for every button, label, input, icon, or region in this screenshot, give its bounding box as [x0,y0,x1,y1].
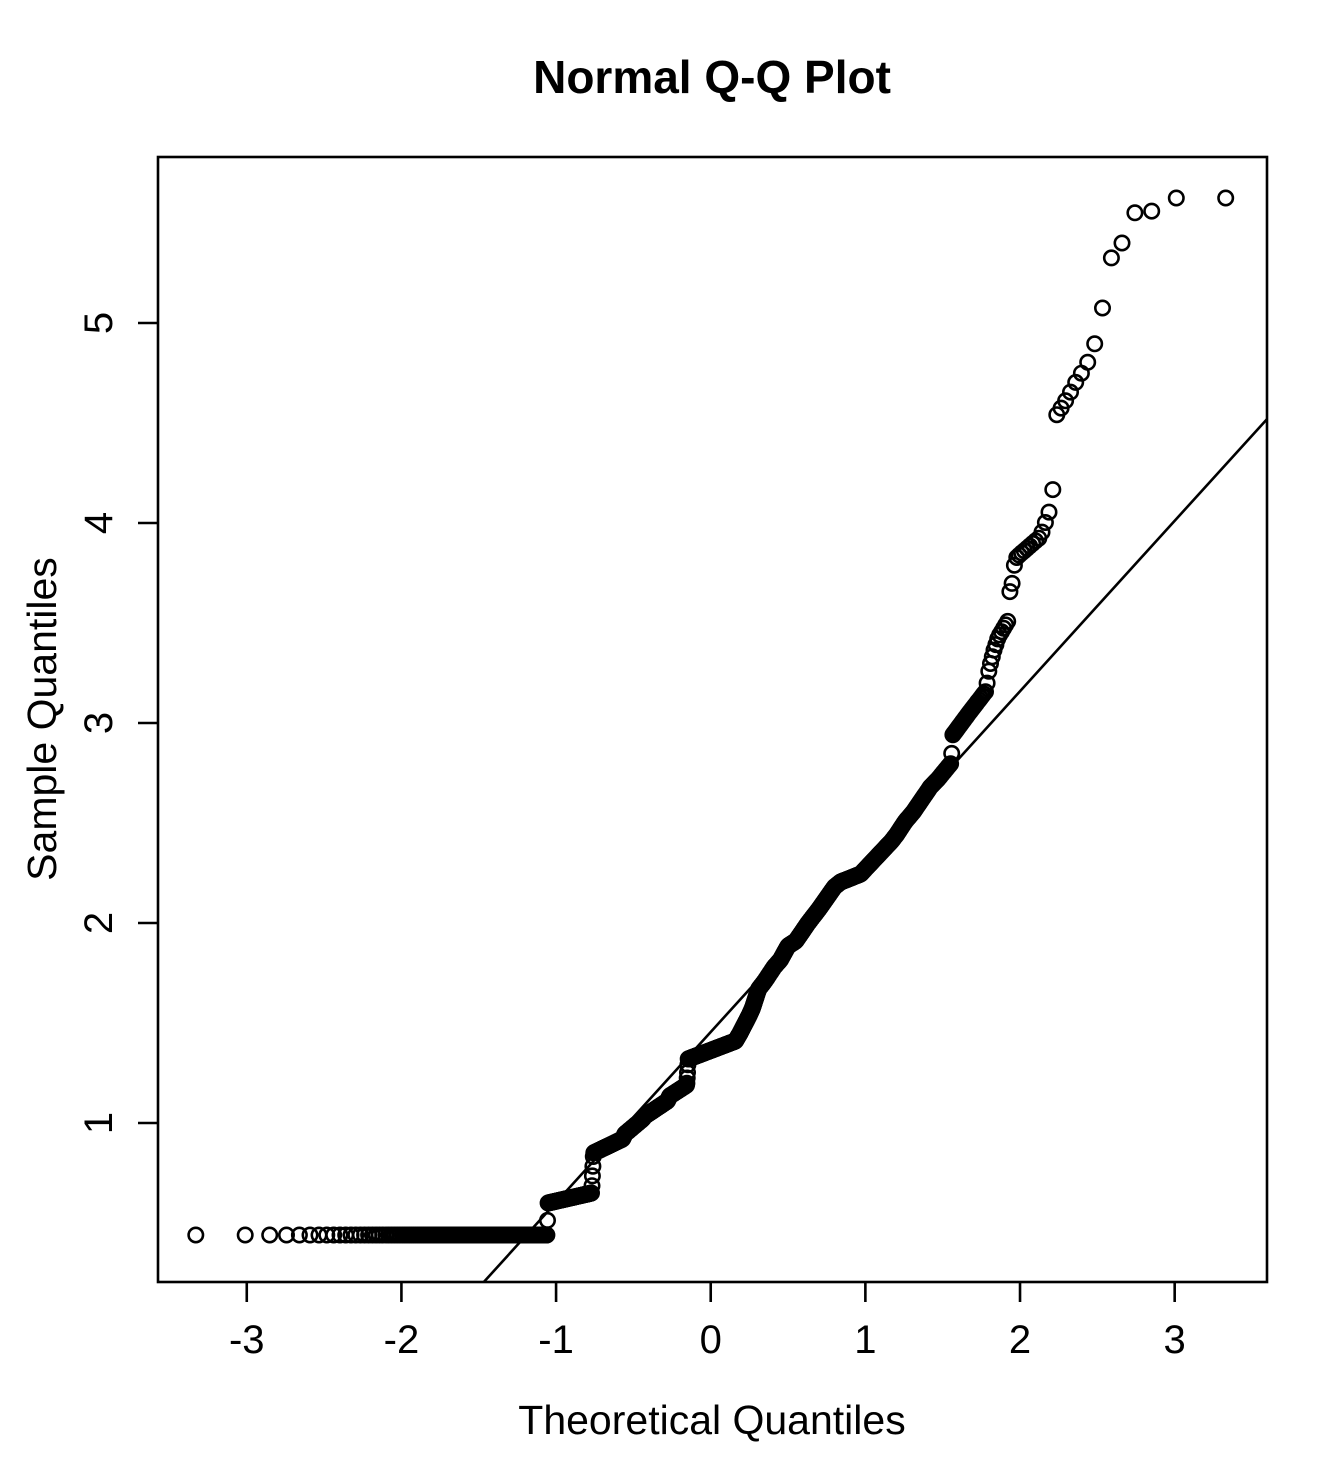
qq-point [261,1226,279,1244]
qq-point [277,1226,295,1244]
qq-point [1086,335,1104,353]
y-tick-label: 4 [77,512,121,534]
qq-point [347,1226,365,1244]
x-tick-label: 1 [854,1318,876,1362]
qq-point [1033,523,1051,541]
qq-point [325,1226,343,1244]
qq-point [1001,583,1019,601]
qq-point [1126,204,1144,222]
qq-point [1094,299,1112,317]
x-tick-label: -2 [384,1318,420,1362]
qq-point [187,1226,205,1244]
qq-point [1005,556,1023,574]
y-tick-label: 1 [77,1112,121,1134]
chart-title: Normal Q-Q Plot [533,51,891,103]
y-tick-label: 2 [77,912,121,934]
qq-point [583,1167,601,1185]
qq-point [236,1226,254,1244]
qq-point [301,1226,319,1244]
qq-point [1003,574,1021,592]
qq-point [1079,353,1097,371]
y-tick-label: 5 [77,312,121,334]
qq-point [999,612,1017,630]
qq-point [1062,383,1080,401]
qq-point [1102,249,1120,267]
qq-point [943,744,961,762]
qq-point [583,1177,601,1195]
qq-point [1044,481,1062,499]
qq-point [942,755,960,773]
qq-point [1113,234,1131,252]
y-axis-ticks: 1 2 3 4 5 [77,312,158,1134]
qq-point [331,1226,349,1244]
plot-box [156,155,1269,1284]
qq-point [1036,513,1054,531]
x-tick-label: 0 [700,1318,722,1362]
x-tick-label: -3 [229,1318,265,1362]
x-tick-label: 3 [1164,1318,1186,1362]
qq-points [187,189,1235,1244]
x-axis-title: Theoretical Quantiles [518,1397,905,1443]
qq-point [1167,189,1185,207]
y-axis-title: Sample Quantiles [19,557,65,881]
qq-point [1040,503,1058,521]
qq-point [976,683,994,701]
x-tick-label: -1 [538,1318,574,1362]
qq-point [1057,392,1075,410]
qq-reference-line [482,418,1268,1283]
qq-point [538,1211,556,1229]
qq-point [678,1074,696,1092]
y-tick-label: 3 [77,712,121,734]
qq-point [290,1226,308,1244]
plot-content: -3 -2 -1 0 1 2 3 1 2 3 4 5 [77,155,1269,1362]
x-tick-label: 2 [1009,1318,1031,1362]
x-axis-ticks: -3 -2 -1 0 1 2 3 [229,1282,1186,1362]
qq-point [1217,189,1235,207]
qq-point [975,685,993,703]
qq-point [1143,202,1161,220]
qq-point [978,674,996,692]
qq-point [582,1184,600,1202]
